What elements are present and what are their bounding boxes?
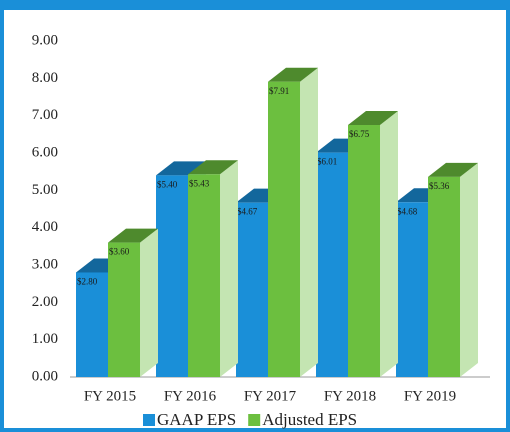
data-label: $4.68 [397,206,418,216]
bar-top [108,228,158,243]
bar [348,125,380,377]
y-tick-label: 8.00 [32,70,58,86]
data-label: $7.91 [269,86,289,96]
bar [188,174,220,377]
bar-top [348,111,398,125]
legend-swatch [248,414,261,426]
bar [428,176,460,377]
bar-side [380,111,398,377]
bar [316,152,348,377]
bar-side [460,162,478,377]
data-label: $6.01 [317,157,337,167]
bar-side [140,228,158,377]
bar-side [300,67,318,378]
bar-top [188,160,238,175]
y-tick-label: 5.00 [32,182,58,198]
bar-top [268,67,318,82]
bar [76,272,108,377]
data-label: $2.80 [77,277,98,287]
y-tick-label: 3.00 [32,256,58,272]
data-label: $5.40 [157,179,178,189]
x-tick-label: FY 2015 [84,388,136,404]
y-tick-label: 2.00 [32,294,58,310]
data-label: $3.60 [109,247,130,257]
data-label: $4.67 [237,207,258,217]
bar-side [220,160,238,377]
x-tick-label: FY 2019 [404,388,456,404]
y-tick-label: 7.00 [32,107,58,123]
bar [268,81,300,378]
y-tick-label: 0.00 [32,368,58,384]
y-tick-label: 9.00 [32,32,58,48]
y-tick-label: 1.00 [32,331,58,347]
data-label: $5.36 [429,181,450,191]
y-tick-label: 4.00 [32,219,58,235]
y-tick-label: 6.00 [32,144,58,160]
bar-top [428,162,478,177]
x-tick-label: FY 2016 [164,388,217,404]
x-tick-label: FY 2018 [324,388,376,404]
legend-label: Adjusted EPS [262,410,357,429]
title-bar [0,0,510,10]
bar [156,175,188,377]
bar [396,202,428,377]
bar [236,202,268,377]
bar [108,242,140,377]
data-label: $5.43 [189,178,210,188]
data-label: $6.75 [349,129,370,139]
legend-label: GAAP EPS [157,410,236,429]
x-tick-label: FY 2017 [244,388,297,404]
bar-top [156,161,206,176]
legend-swatch [143,414,155,426]
